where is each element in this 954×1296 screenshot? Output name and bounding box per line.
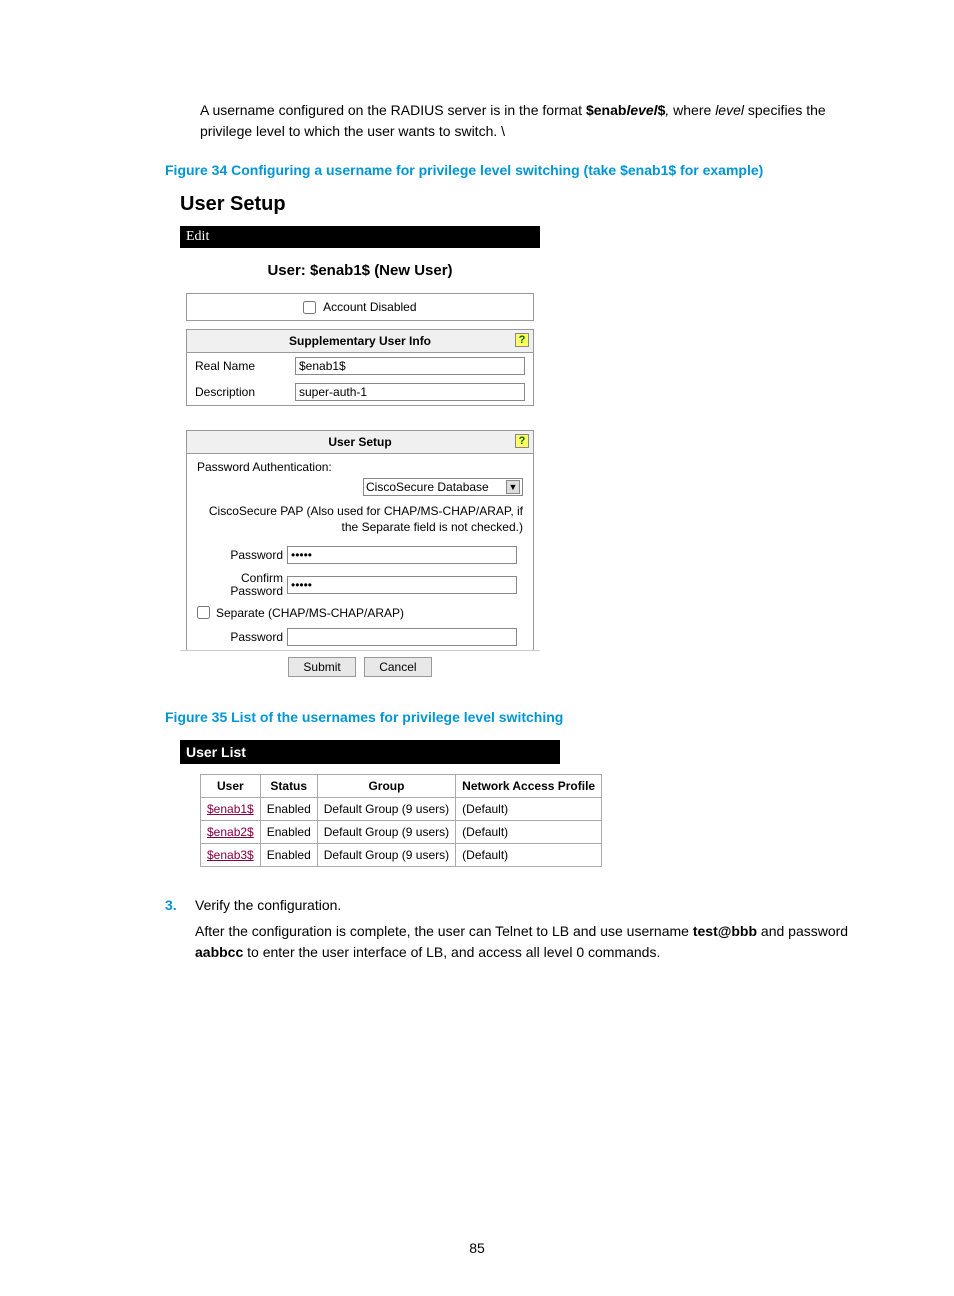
step-paragraph: After the configuration is complete, the… bbox=[195, 921, 864, 963]
intro-paragraph: A username configured on the RADIUS serv… bbox=[200, 100, 864, 142]
edit-bar: Edit bbox=[180, 226, 540, 248]
submit-button[interactable]: Submit bbox=[288, 657, 355, 677]
user-header-name: $enab1$ (New User) bbox=[310, 262, 453, 279]
intro-mid: where bbox=[673, 102, 715, 118]
confirm-l1: Confirm bbox=[241, 571, 283, 585]
password-row: Password bbox=[187, 542, 533, 568]
step-mid: and password bbox=[757, 923, 848, 939]
intro-i1: level bbox=[626, 102, 657, 118]
chevron-down-icon: ▼ bbox=[506, 480, 520, 494]
pa-select-value: CiscoSecure Database bbox=[366, 480, 489, 494]
user-setup-screenshot: User Setup Edit User: $enab1$ (New User)… bbox=[180, 193, 864, 679]
intro-i3: level bbox=[715, 102, 744, 118]
supp-header-text: Supplementary User Info bbox=[289, 334, 431, 348]
cell-nap: (Default) bbox=[456, 844, 602, 867]
pa-desc: CiscoSecure PAP (Also used for CHAP/MS-C… bbox=[187, 502, 533, 541]
password-label: Password bbox=[195, 548, 283, 562]
cancel-button[interactable]: Cancel bbox=[364, 657, 431, 677]
sep-password-input[interactable] bbox=[287, 628, 517, 646]
real-name-input[interactable] bbox=[295, 357, 525, 375]
supp-header: Supplementary User Info ? bbox=[187, 330, 533, 353]
user-setup-panel: User Setup ? Password Authentication: Ci… bbox=[186, 430, 534, 650]
pa-select-row: CiscoSecure Database ▼ bbox=[187, 476, 533, 502]
step-pre: After the configuration is complete, the… bbox=[195, 923, 693, 939]
separate-checkbox[interactable] bbox=[197, 606, 210, 619]
real-name-label: Real Name bbox=[195, 359, 295, 373]
table-row: $enab2$ Enabled Default Group (9 users) … bbox=[201, 821, 602, 844]
confirm-password-input[interactable] bbox=[287, 576, 517, 594]
cell-nap: (Default) bbox=[456, 798, 602, 821]
user-header-prefix: User: bbox=[267, 262, 310, 279]
step-text: Verify the configuration. bbox=[195, 897, 341, 913]
intro-text: A username configured on the RADIUS serv… bbox=[200, 102, 586, 118]
password-input[interactable] bbox=[287, 546, 517, 564]
cell-group: Default Group (9 users) bbox=[317, 821, 455, 844]
cell-group: Default Group (9 users) bbox=[317, 844, 455, 867]
cell-status: Enabled bbox=[260, 821, 317, 844]
confirm-label: Confirm Password bbox=[195, 572, 283, 598]
user-list-screenshot: User List User Status Group Network Acce… bbox=[180, 740, 864, 867]
help-icon[interactable]: ? bbox=[515, 434, 529, 448]
table-header-row: User Status Group Network Access Profile bbox=[201, 774, 602, 797]
col-status: Status bbox=[260, 774, 317, 797]
description-row: Description bbox=[187, 379, 533, 405]
cell-group: Default Group (9 users) bbox=[317, 798, 455, 821]
user-link[interactable]: $enab1$ bbox=[207, 802, 254, 816]
col-nap: Network Access Profile bbox=[456, 774, 602, 797]
step-b1: test@bbb bbox=[693, 923, 757, 939]
table-row: $enab1$ Enabled Default Group (9 users) … bbox=[201, 798, 602, 821]
confirm-l2: Password bbox=[230, 584, 283, 598]
table-row: $enab3$ Enabled Default Group (9 users) … bbox=[201, 844, 602, 867]
step-number: 3. bbox=[165, 897, 195, 913]
user-link[interactable]: $enab3$ bbox=[207, 848, 254, 862]
account-disabled-checkbox[interactable] bbox=[303, 301, 316, 314]
description-input[interactable] bbox=[295, 383, 525, 401]
separate-label: Separate (CHAP/MS-CHAP/ARAP) bbox=[216, 606, 404, 620]
user-list-table: User Status Group Network Access Profile… bbox=[200, 774, 602, 867]
real-name-row: Real Name bbox=[187, 353, 533, 379]
user-link[interactable]: $enab2$ bbox=[207, 825, 254, 839]
figure-35-caption: Figure 35 List of the usernames for priv… bbox=[165, 709, 864, 725]
intro-i2: , bbox=[665, 102, 673, 118]
sep-password-label: Password bbox=[195, 630, 283, 644]
button-row: Submit Cancel bbox=[180, 650, 540, 679]
pa-select[interactable]: CiscoSecure Database ▼ bbox=[363, 478, 523, 496]
figure-34-caption: Figure 34 Configuring a username for pri… bbox=[165, 162, 864, 178]
supplementary-panel: Supplementary User Info ? Real Name Desc… bbox=[186, 329, 534, 406]
cell-status: Enabled bbox=[260, 798, 317, 821]
user-setup-title: User Setup bbox=[180, 193, 864, 216]
step-post: to enter the user interface of LB, and a… bbox=[243, 944, 660, 960]
step-3-row: 3. Verify the configuration. bbox=[165, 897, 864, 913]
cell-nap: (Default) bbox=[456, 821, 602, 844]
user-setup-header: User Setup ? bbox=[187, 431, 533, 454]
cell-status: Enabled bbox=[260, 844, 317, 867]
description-label: Description bbox=[195, 385, 295, 399]
account-disabled-panel: Account Disabled bbox=[186, 293, 534, 321]
step-b2: aabbcc bbox=[195, 944, 243, 960]
user-header: User: $enab1$ (New User) bbox=[180, 248, 540, 293]
account-disabled-row: Account Disabled bbox=[187, 294, 533, 320]
col-group: Group bbox=[317, 774, 455, 797]
confirm-row: Confirm Password bbox=[187, 568, 533, 602]
page-number: 85 bbox=[0, 1240, 954, 1256]
help-icon[interactable]: ? bbox=[515, 333, 529, 347]
intro-b1: $enab bbox=[586, 102, 626, 118]
sep-password-row: Password bbox=[187, 624, 533, 650]
pa-label: Password Authentication: bbox=[187, 454, 533, 476]
user-setup-header-text: User Setup bbox=[328, 435, 391, 449]
user-list-bar: User List bbox=[180, 740, 560, 764]
account-disabled-label: Account Disabled bbox=[323, 300, 416, 314]
col-user: User bbox=[201, 774, 261, 797]
separate-row: Separate (CHAP/MS-CHAP/ARAP) bbox=[187, 602, 533, 624]
